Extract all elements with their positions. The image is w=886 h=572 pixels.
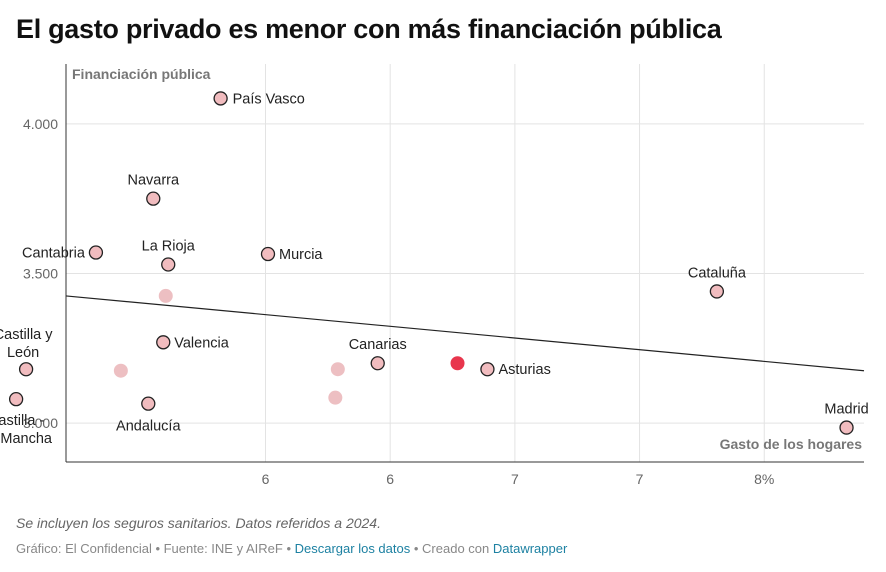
credit-created: • Creado con: [413, 541, 490, 556]
points-group: [8, 91, 854, 435]
point-label: Cataluña: [688, 265, 747, 281]
point-label: Asturias: [498, 362, 550, 378]
data-point: [213, 91, 228, 106]
point-label: Andalucía: [116, 419, 181, 435]
data-point: [709, 284, 725, 299]
grid: [66, 64, 864, 462]
y-axis-title: Financiación pública: [72, 66, 211, 82]
point-label: País Vasco: [233, 91, 305, 107]
point-label: Madrid: [824, 402, 868, 418]
data-point: [839, 420, 854, 435]
footnote: Se incluyen los seguros sanitarios. Dato…: [16, 515, 381, 531]
credits: Gráfico: El Confidencial • Fuente: INE y…: [16, 541, 567, 556]
x-tick-label: 7: [636, 471, 644, 487]
highlight-point: [450, 356, 465, 371]
trend-line: [65, 295, 865, 372]
data-point: [260, 246, 276, 262]
faint-point: [158, 288, 173, 303]
datawrapper-link[interactable]: Datawrapper: [492, 541, 568, 556]
faint-point: [113, 363, 128, 378]
x-tick-label: 7: [511, 471, 519, 487]
faint-point: [328, 390, 343, 405]
data-point: [156, 335, 171, 350]
x-tick-label: 8%: [754, 471, 774, 487]
axes: 6 6 7 7 8% 3.000 3.500 4.000 Financiación públic…: [23, 64, 864, 487]
point-label: Castilla y: [0, 327, 53, 343]
point-label: Murcia: [279, 247, 323, 263]
data-point: [161, 257, 176, 272]
download-data-link[interactable]: Descargar los datos: [294, 541, 411, 556]
credit-source: Gráfico: El Confidencial • Fuente: INE y…: [16, 541, 291, 556]
data-point: [8, 392, 24, 407]
point-label: La Rioja: [142, 238, 196, 254]
y-tick-label: 3.500: [23, 265, 58, 281]
point-label: Canarias: [349, 337, 407, 353]
y-tick-label: 3.000: [23, 415, 58, 431]
point-label: Valencia: [174, 335, 229, 351]
labels-group: País Vasco Navarra Cantabria La Rioja Murcia…: [0, 91, 869, 447]
point-label: La Mancha: [0, 431, 53, 447]
data-point: [88, 245, 104, 260]
faint-point: [330, 362, 345, 377]
point-label: Castilla -: [0, 413, 44, 429]
point-label: Cantabria: [22, 246, 86, 262]
data-point: [480, 362, 495, 377]
x-tick-label: 6: [262, 471, 270, 487]
scatter-chart: 6 6 7 7 8% 3.000 3.500 4.000 Financiación públic…: [0, 64, 869, 487]
data-point: [18, 362, 34, 377]
data-point: [370, 356, 385, 371]
data-point: [146, 191, 161, 206]
trend-line-group: [65, 295, 865, 372]
point-label: Navarra: [127, 173, 180, 189]
chart-title: El gasto privado es menor con más financ…: [16, 14, 722, 44]
data-point: [141, 396, 156, 411]
y-tick-label: 4.000: [23, 116, 58, 132]
x-tick-label: 6: [386, 471, 394, 487]
point-label: León: [7, 345, 39, 361]
x-axis-title: Gasto de los hogares: [720, 436, 863, 452]
